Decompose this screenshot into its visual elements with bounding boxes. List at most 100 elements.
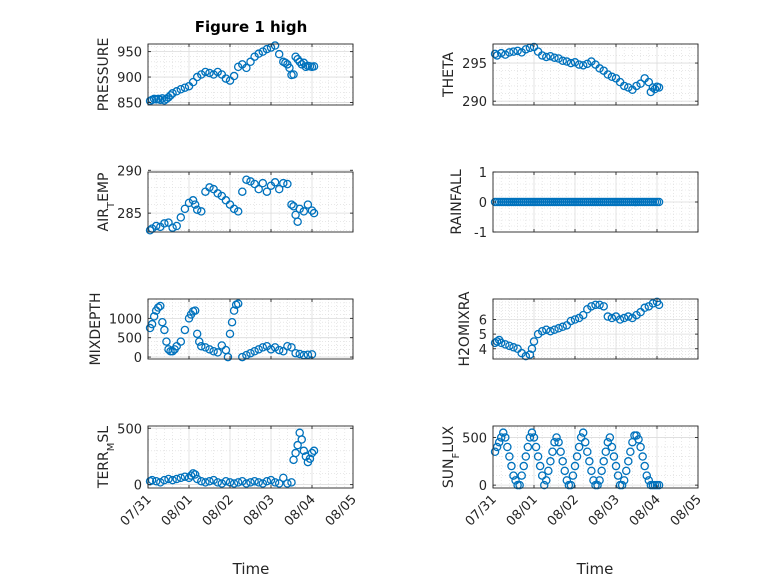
data-point [305, 454, 315, 463]
data-point [309, 62, 319, 71]
data-point [503, 442, 512, 452]
data-point [525, 350, 535, 359]
data-point [572, 452, 582, 461]
axes-box [147, 43, 354, 106]
data-point [550, 325, 559, 334]
data-point [533, 452, 543, 461]
data-point [496, 48, 506, 58]
data-points [145, 41, 319, 106]
data-point [197, 207, 206, 216]
data-point [535, 461, 545, 471]
data-point [291, 348, 300, 358]
data-point [515, 480, 524, 490]
data-point [593, 480, 602, 490]
data-point [209, 347, 218, 356]
data-point [291, 448, 300, 458]
data-point [540, 480, 549, 490]
data-point [501, 433, 510, 442]
data-point [287, 343, 296, 352]
y-tick-label: -1 [474, 226, 487, 241]
data-point [270, 478, 280, 487]
data-point [262, 476, 272, 486]
data-point [227, 317, 237, 327]
data-point [574, 442, 584, 452]
data-point [654, 197, 664, 207]
data-point [554, 437, 563, 447]
data-point [560, 466, 570, 476]
data-point [180, 83, 190, 92]
data-point [581, 437, 590, 447]
data-point [562, 476, 572, 485]
data-point [607, 313, 617, 323]
data-point [644, 77, 654, 87]
data-point [262, 44, 272, 54]
data-point [603, 70, 613, 79]
data-point [624, 312, 633, 321]
data-point [190, 306, 200, 315]
data-point [558, 56, 567, 66]
data-point [537, 51, 547, 60]
data-point [168, 475, 177, 485]
x-tick-label: 08/02 [545, 492, 582, 529]
data-point [153, 303, 163, 312]
y-tick-label: 5 [479, 328, 487, 343]
data-point [562, 57, 572, 66]
data-point [546, 326, 555, 336]
y-axis-label: PRESSURE [96, 38, 112, 112]
data-points [145, 428, 319, 488]
data-point [556, 447, 565, 457]
data-point [566, 58, 576, 68]
data-point [654, 83, 664, 92]
data-point [287, 478, 296, 487]
data-point [172, 221, 181, 231]
data-point [201, 67, 210, 77]
y-tick-label: 6 [479, 313, 487, 328]
data-point [250, 179, 259, 189]
data-point [521, 452, 531, 461]
data-point [254, 49, 263, 58]
data-point [295, 57, 304, 67]
data-point [611, 461, 621, 471]
data-point [172, 474, 181, 484]
data-point [258, 479, 268, 488]
data-point [619, 313, 629, 323]
y-tick-label: 1 [479, 166, 487, 181]
data-point [597, 466, 606, 476]
data-point [558, 457, 567, 466]
data-point [289, 70, 298, 79]
data-point [523, 442, 533, 452]
data-point [615, 315, 625, 324]
panel-h2omixra: 456 H2OMIXRA [457, 291, 699, 367]
data-point [634, 435, 643, 444]
data-point [603, 437, 613, 447]
axes-box [147, 425, 354, 489]
data-point [498, 428, 508, 437]
data-point [194, 337, 204, 346]
data-point [266, 475, 276, 485]
x-tick-label: 08/01 [504, 492, 541, 529]
data-point [566, 480, 576, 490]
data-point [190, 470, 200, 479]
data-point [550, 437, 559, 447]
data-point [537, 471, 547, 480]
data-point [494, 437, 504, 447]
data-point [242, 479, 251, 488]
data-point [262, 187, 272, 196]
data-point [156, 301, 165, 311]
data-point [548, 447, 557, 457]
y-axis-label: SUNFLUX [441, 425, 462, 488]
plot-area [148, 44, 353, 105]
y-tick-label: 500 [117, 332, 142, 347]
data-point [509, 471, 518, 480]
data-point [619, 476, 629, 485]
y-tick-label: 900 [117, 71, 142, 86]
data-point [576, 433, 586, 442]
data-points [145, 175, 319, 235]
data-point [585, 457, 594, 466]
data-point [221, 476, 231, 486]
data-point [505, 48, 514, 57]
y-axis-label: TERRMSL [96, 426, 117, 489]
y-tick-label: 295 [462, 57, 487, 72]
data-point [180, 472, 190, 481]
